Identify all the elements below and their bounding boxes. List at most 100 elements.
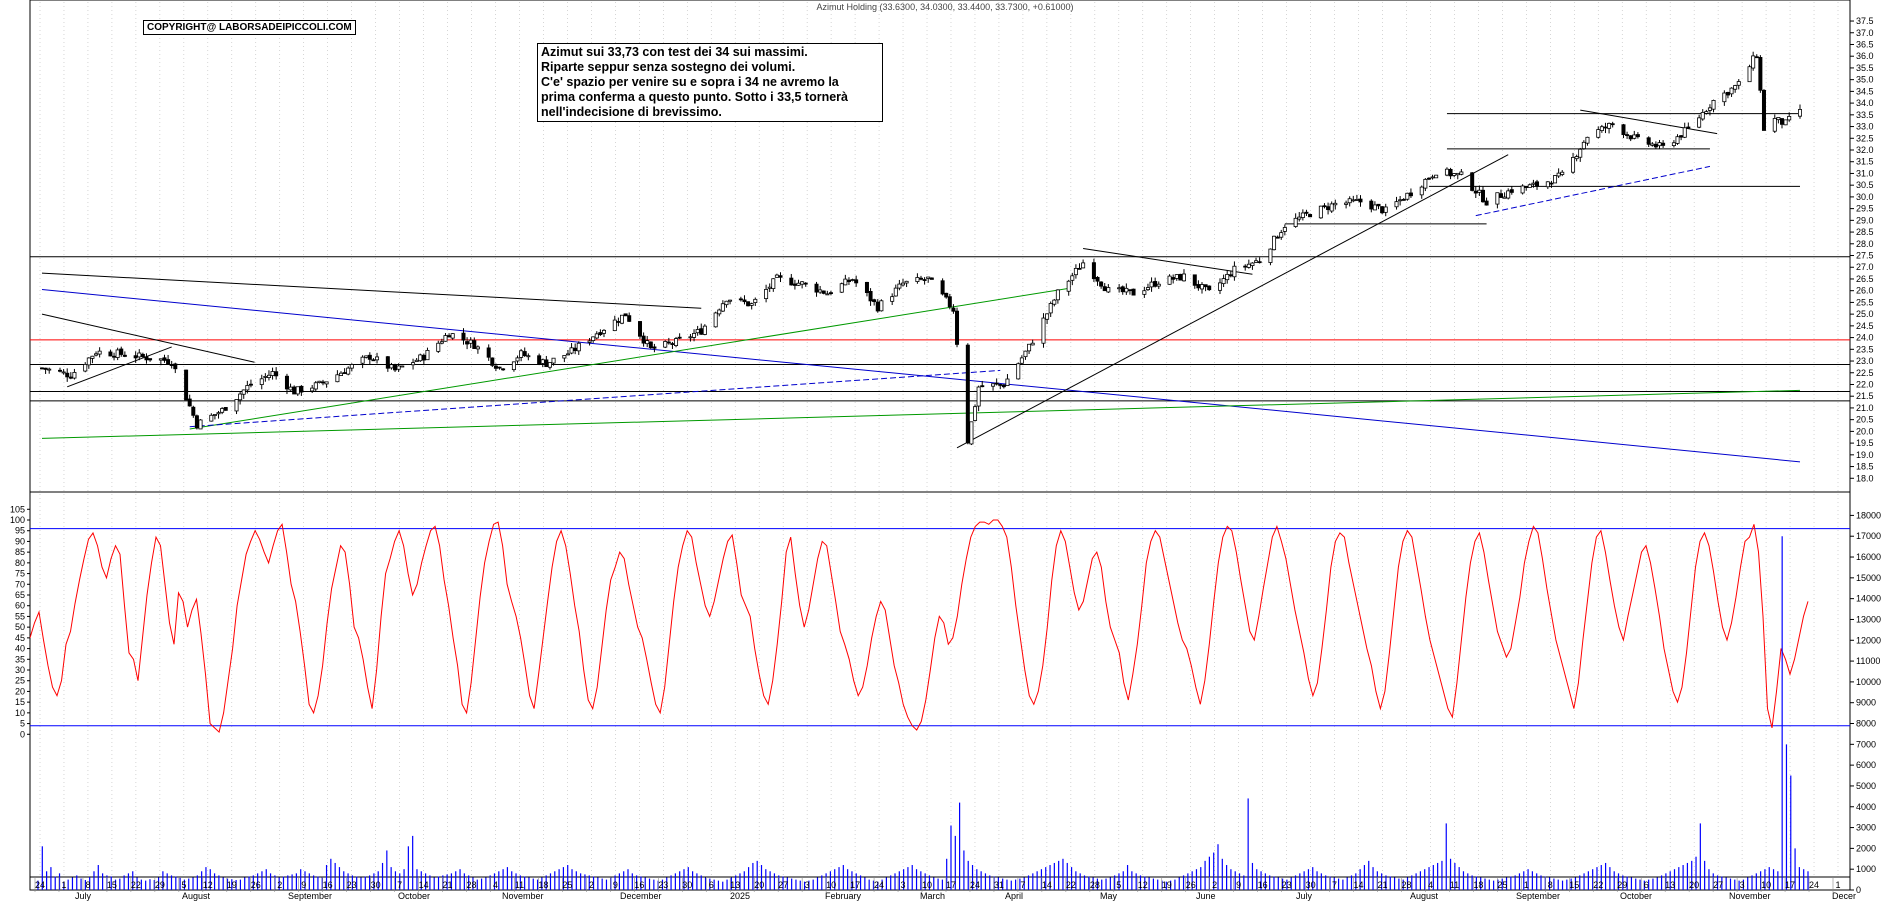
candle-body <box>1174 274 1179 279</box>
day-tick-label: 22 <box>131 880 141 890</box>
price-tick-label: 20.0 <box>1856 426 1874 436</box>
price-tick-label: 31.5 <box>1856 157 1874 167</box>
price-tick-label: 18.5 <box>1856 462 1874 472</box>
candle-body <box>897 283 902 289</box>
candle-body <box>1120 286 1125 293</box>
candle-body <box>1509 189 1514 193</box>
candle-body <box>1149 281 1154 288</box>
candle-body <box>335 374 340 383</box>
day-tick-label: 16 <box>634 880 644 890</box>
volume-tick-label: 13000 <box>1856 614 1881 624</box>
candle-body <box>90 355 95 359</box>
day-tick-label: 28 <box>1090 880 1100 890</box>
axis-labels: 24 1 8 15 22 29 5 12 19 26 2 9 16 23 30 7 14 21 28 4 11 18 25 2… <box>10 16 1881 901</box>
month-label: March <box>920 891 945 901</box>
day-tick-label: 10 <box>922 880 932 890</box>
month-label: Decer <box>1832 891 1856 901</box>
candle-body <box>778 275 783 278</box>
candle-body <box>108 351 113 357</box>
candle-body <box>137 352 142 358</box>
candle-body <box>1372 204 1377 211</box>
candle-body <box>97 350 102 355</box>
candle-body <box>421 354 426 361</box>
day-tick-label: 14 <box>1354 880 1364 890</box>
candle-body <box>119 348 124 355</box>
day-tick-label: 9 <box>613 880 618 890</box>
candle-body <box>1635 134 1640 138</box>
trendline <box>67 346 172 388</box>
day-tick-label: 28 <box>1401 880 1411 890</box>
price-tick-label: 35.5 <box>1856 63 1874 73</box>
osc-tick-label: 75 <box>15 569 25 579</box>
osc-tick-label: 50 <box>15 622 25 632</box>
day-tick-label: 2 <box>1212 880 1217 890</box>
day-tick-label: 6 <box>1644 880 1649 890</box>
candle-body <box>1073 267 1078 276</box>
candle-body <box>425 350 430 361</box>
volume-tick-label: 5000 <box>1856 781 1876 791</box>
osc-tick-label: 40 <box>15 644 25 654</box>
price-tick-label: 32.5 <box>1856 133 1874 143</box>
candle-body <box>490 357 495 366</box>
candle-body <box>976 386 981 407</box>
candle-body <box>1657 142 1662 147</box>
candle-body <box>1106 287 1111 293</box>
candle-body <box>342 372 347 374</box>
candle-body <box>893 287 898 297</box>
volume-tick-label: 10000 <box>1856 677 1881 687</box>
candle-body <box>162 357 167 361</box>
candle-body <box>1347 198 1352 204</box>
candle-body <box>1671 142 1676 146</box>
day-tick-label: 14 <box>419 880 429 890</box>
candle-body <box>1383 206 1388 213</box>
candle-body <box>818 289 823 293</box>
candle-body <box>1473 190 1478 194</box>
day-tick-label: 17 <box>1785 880 1795 890</box>
candle-body <box>1052 299 1057 305</box>
candle-body <box>1322 205 1327 208</box>
volume-tick-label: 6000 <box>1856 760 1876 770</box>
candle-body <box>749 303 754 306</box>
candle-body <box>1401 198 1406 201</box>
candle-body <box>1023 350 1028 358</box>
volume-tick-label: 12000 <box>1856 635 1881 645</box>
day-tick-label: 9 <box>1236 880 1241 890</box>
oscillator <box>29 519 1850 734</box>
candle-body <box>1772 118 1777 132</box>
candle-body <box>1275 236 1280 239</box>
day-tick-label: 3 <box>901 880 906 890</box>
candle-body <box>1459 171 1464 175</box>
candle-body <box>526 355 531 358</box>
candle-body <box>83 364 88 372</box>
candle-body <box>789 277 794 286</box>
day-tick-label: 4 <box>493 880 498 890</box>
candle-body <box>1571 157 1576 173</box>
candle-body <box>944 292 949 298</box>
day-tick-label: 7 <box>397 880 402 890</box>
candle-body <box>1751 55 1756 69</box>
day-tick-label: 16 <box>323 880 333 890</box>
candle-body <box>1477 189 1482 193</box>
candle-body <box>652 346 657 349</box>
price-tick-label: 24.0 <box>1856 333 1874 343</box>
candle-body <box>601 329 606 334</box>
candle-body <box>1293 217 1298 227</box>
candle-body <box>1725 91 1730 96</box>
volume-tick-label: 4000 <box>1856 802 1876 812</box>
candle-body <box>140 353 145 357</box>
candle-body <box>339 372 344 376</box>
volume-tick-label: 1000 <box>1856 864 1876 874</box>
candle-body <box>965 344 970 444</box>
candle-body <box>324 381 329 385</box>
candle-body <box>1300 212 1305 218</box>
candle-body <box>1700 112 1705 120</box>
price-tick-label: 32.0 <box>1856 145 1874 155</box>
candle-body <box>288 386 293 391</box>
candle-body <box>1081 262 1086 269</box>
candle-body <box>1203 284 1208 288</box>
day-tick-label: 8 <box>85 880 90 890</box>
price-tick-label: 34.0 <box>1856 98 1874 108</box>
candle-body <box>1369 200 1374 210</box>
candle-body <box>263 376 268 378</box>
candle-body <box>1207 285 1212 291</box>
